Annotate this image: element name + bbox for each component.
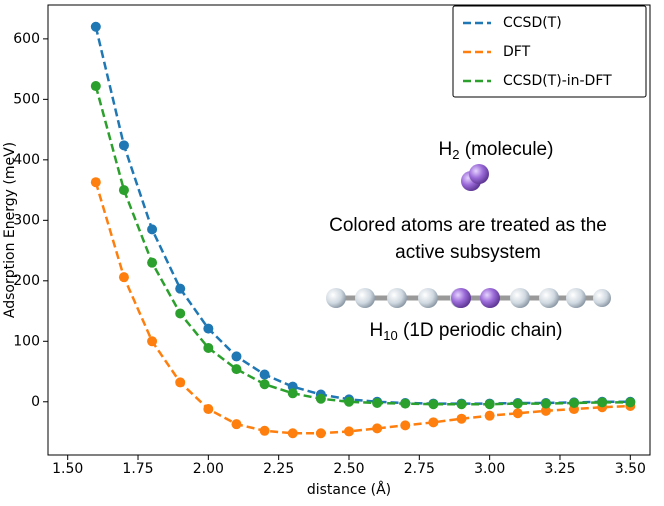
annotation-text: Colored atoms are treated as the: [329, 215, 607, 236]
x-tick-label: 2.25: [263, 461, 294, 477]
data-point: [315, 393, 326, 404]
x-tick-label: 3.50: [615, 461, 646, 477]
data-point: [231, 364, 242, 375]
data-point: [90, 177, 101, 188]
data-point: [203, 323, 214, 334]
x-tick-label: 1.75: [122, 461, 153, 477]
x-tick-label: 3.00: [474, 461, 505, 477]
data-point: [540, 398, 551, 409]
molecule-label: H2 (molecule): [439, 139, 554, 162]
y-tick-label: 600: [13, 31, 40, 47]
data-point: [175, 308, 186, 319]
data-point: [512, 398, 523, 409]
data-point: [512, 408, 523, 419]
x-tick-label: 1.50: [52, 461, 83, 477]
data-point: [203, 404, 214, 415]
label-suffix: (molecule): [459, 139, 553, 160]
x-tick-label: 2.75: [404, 461, 435, 477]
x-tick-label: 2.00: [193, 461, 224, 477]
plot-frame: [47, 4, 651, 456]
data-point: [484, 399, 495, 410]
data-point: [315, 428, 326, 439]
label-subscript: 10: [383, 328, 397, 343]
data-point: [118, 140, 129, 151]
data-point: [147, 336, 158, 347]
data-point: [118, 272, 129, 283]
label-suffix: (1D periodic chain): [398, 320, 563, 341]
data-point: [287, 428, 298, 439]
data-point: [344, 426, 354, 437]
series-line: [94, 85, 631, 406]
data-point: [203, 342, 214, 353]
data-point: [372, 397, 383, 408]
data-point: [231, 351, 242, 362]
atom-illustration: [326, 164, 611, 308]
data-point: [400, 420, 411, 431]
chain-label: H10 (1D periodic chain): [370, 320, 563, 343]
data-point: [259, 379, 270, 390]
data-point: [259, 425, 270, 436]
data-point: [428, 417, 439, 428]
label-base: H: [370, 320, 384, 341]
data-point: [175, 377, 186, 388]
y-tick-label: 200: [13, 273, 40, 289]
y-tick-label: 0: [31, 394, 40, 410]
y-tick-label: 500: [13, 91, 40, 107]
data-point: [231, 419, 242, 430]
legend-box: [452, 5, 647, 98]
data-point: [147, 224, 158, 235]
data-point: [344, 396, 354, 407]
y-tick-label: 100: [13, 333, 40, 349]
x-tick-label: 2.50: [333, 461, 364, 477]
data-point: [597, 397, 608, 408]
y-axis-label: Adsorption Energy (meV): [2, 142, 18, 318]
data-point: [118, 185, 129, 196]
data-point: [625, 397, 636, 408]
data-point: [90, 21, 101, 32]
x-axis-label: distance (Å): [307, 481, 391, 498]
data-point: [175, 283, 186, 294]
data-point: [372, 423, 383, 434]
data-point: [456, 413, 467, 424]
data-point: [540, 405, 551, 416]
y-tick-label: 400: [13, 152, 40, 168]
data-point: [456, 399, 467, 410]
data-point: [484, 410, 495, 421]
data-point: [400, 398, 411, 409]
data-point: [147, 257, 158, 268]
annotation-text: active subsystem: [395, 242, 541, 263]
label-base: H: [439, 139, 453, 160]
legend-label: CCSD(T): [503, 15, 562, 31]
data-point: [90, 81, 101, 92]
legend-label: CCSD(T)-in-DFT: [503, 73, 612, 89]
legend-label: DFT: [503, 44, 531, 60]
data-point: [287, 388, 298, 399]
y-tick-label: 300: [13, 212, 40, 228]
data-point: [569, 397, 580, 408]
x-tick-label: 3.25: [544, 461, 575, 477]
data-point: [428, 399, 439, 410]
label-subscript: 2: [452, 147, 459, 162]
data-point: [259, 369, 270, 380]
